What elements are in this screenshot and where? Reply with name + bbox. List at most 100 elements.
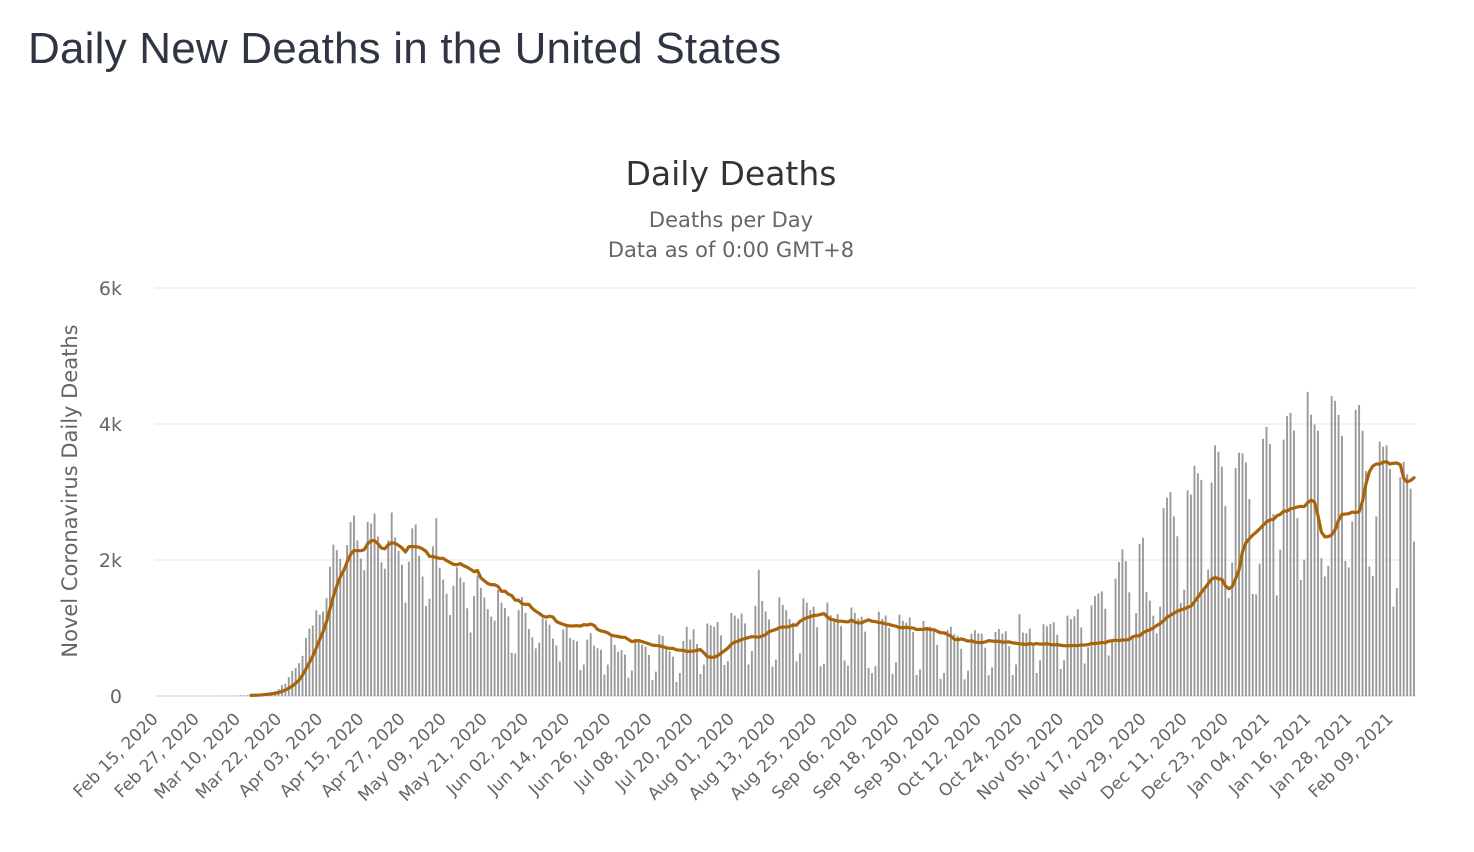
daily-deaths-bar [1279,549,1282,696]
daily-deaths-bar [757,569,760,696]
daily-deaths-bar [706,623,709,696]
daily-deaths-bar [696,644,698,696]
daily-deaths-bar [1231,562,1234,696]
daily-deaths-bar [1320,558,1323,696]
daily-deaths-bar [1323,576,1326,696]
daily-deaths-bar [562,629,565,696]
daily-deaths-bar [1203,589,1206,696]
daily-deaths-bar [353,515,355,696]
y-tick-label: 2k [99,550,122,572]
daily-deaths-bar [847,665,849,696]
daily-deaths-bar [421,576,424,696]
daily-deaths-bar [874,666,877,696]
daily-deaths-bar [973,630,976,696]
daily-deaths-bar [479,587,482,696]
daily-deaths-bar [702,664,705,696]
daily-deaths-bar [425,605,427,696]
daily-deaths-bar [1262,438,1264,696]
daily-deaths-bar [1087,647,1090,696]
daily-deaths-bar [349,521,352,696]
daily-deaths-bar [1135,612,1138,696]
daily-deaths-bar [390,512,393,696]
daily-deaths-bar [1286,415,1289,696]
daily-deaths-bar [843,660,846,696]
daily-deaths-bar [720,635,722,696]
daily-deaths-bar [1395,588,1398,696]
daily-deaths-bar [1035,673,1038,696]
daily-deaths-bar [1114,578,1117,696]
daily-deaths-bar [555,645,558,696]
daily-deaths-bar [747,664,750,696]
daily-deaths-bar [840,626,843,696]
daily-deaths-bar [329,566,331,696]
daily-deaths-bar [881,618,884,696]
daily-deaths-bar [943,672,945,696]
daily-deaths-bar [627,677,630,696]
daily-deaths-bar [442,579,445,696]
daily-deaths-bar [1025,633,1028,696]
daily-deaths-bar [449,614,451,696]
daily-deaths-bar [977,633,980,696]
daily-deaths-bar [1049,624,1052,696]
daily-deaths-bar [552,638,554,696]
daily-deaths-bar [1063,660,1066,696]
daily-deaths-bar [335,550,338,696]
daily-deaths-bar [1076,609,1079,696]
daily-deaths-bar [596,648,599,696]
daily-deaths-bar [634,638,637,696]
daily-deaths-bar [709,625,712,696]
daily-deaths-bar [1258,563,1261,696]
daily-deaths-bar [819,666,822,696]
daily-deaths-bar [1083,663,1086,696]
daily-deaths-bar [850,607,853,696]
daily-deaths-bar [380,562,383,696]
daily-deaths-bar [1015,664,1018,696]
daily-deaths-bar [1090,605,1093,696]
daily-deaths-bar [1028,628,1031,696]
daily-deaths-bar [527,628,530,696]
daily-deaths-bar [617,651,620,696]
daily-deaths-bar [929,626,932,696]
daily-deaths-bar [764,611,767,696]
daily-deaths-bar [377,536,379,696]
daily-deaths-bar [497,590,499,696]
daily-deaths-bar [1248,499,1251,696]
daily-deaths-bar [836,614,839,696]
daily-deaths-bar [1217,451,1220,696]
moving-average-path [249,460,1416,697]
daily-deaths-bar [558,661,561,696]
daily-deaths-bar [452,585,455,696]
daily-deaths-bar [490,616,493,696]
daily-deaths-bar [932,631,935,696]
daily-deaths-bar [600,649,602,696]
daily-deaths-bar [723,664,726,696]
daily-deaths-bar [462,582,465,696]
daily-deaths-bar [644,646,647,696]
daily-deaths-bar [404,602,407,696]
daily-deaths-bar [1042,624,1045,696]
daily-deaths-bar [798,653,801,696]
daily-deaths-bar [651,680,654,696]
daily-deaths-bar [939,678,942,696]
y-tick-label: 0 [110,686,122,708]
daily-deaths-bar [1080,627,1083,696]
daily-deaths-bar [1070,619,1072,696]
daily-deaths-bar [685,626,688,696]
daily-deaths-bar [949,626,952,696]
daily-deaths-bar [459,577,462,696]
daily-deaths-bar [699,674,702,696]
daily-deaths-bar [473,596,475,696]
daily-deaths-bar [407,561,410,696]
daily-deaths-bar [1162,508,1165,696]
daily-deaths-bar [661,636,664,696]
daily-deaths-bar [359,558,362,696]
daily-deaths-bar [1021,632,1024,696]
y-tick-label: 4k [99,414,122,436]
daily-deaths-bar [322,611,325,696]
daily-deaths-bar [857,618,860,696]
daily-deaths-bar [1138,543,1141,696]
daily-deaths-bar [733,615,736,696]
chart-subtitle-line-2: Data as of 0:00 GMT+8 [608,238,854,262]
daily-deaths-bar [1066,615,1069,696]
